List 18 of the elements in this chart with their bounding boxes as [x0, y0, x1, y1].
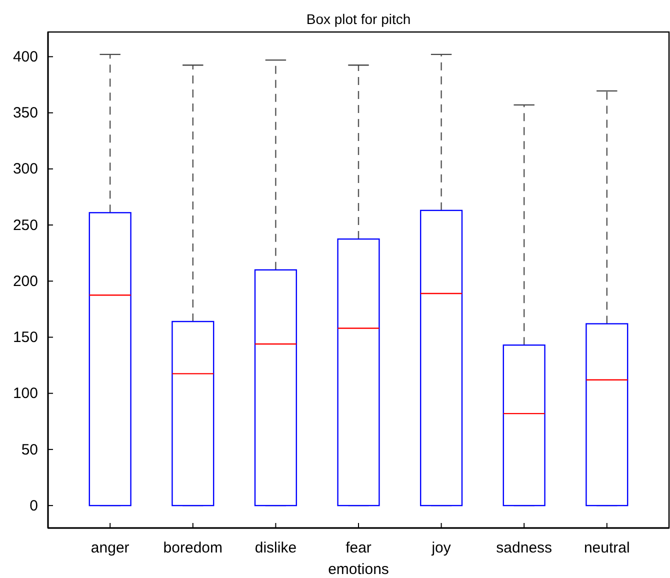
- x-tick-label: joy: [430, 540, 452, 557]
- y-tick-label: 400: [12, 48, 38, 66]
- y-tick-label: 0: [30, 497, 38, 514]
- y-tick-label: 300: [12, 160, 38, 178]
- y-tick-label: 250: [12, 216, 38, 234]
- y-tick-label: 200: [12, 272, 38, 290]
- x-tick-label: sadness: [496, 540, 552, 557]
- y-tick-label: 50: [21, 441, 38, 458]
- x-tick-label: boredom: [163, 540, 222, 557]
- x-tick-label: anger: [90, 540, 130, 557]
- x-axis-title: emotions: [328, 561, 389, 578]
- y-tick-label: 150: [12, 329, 38, 346]
- y-tick-label: 350: [12, 104, 38, 122]
- x-tick-label: neutral: [584, 540, 630, 557]
- y-tick-label: 100: [12, 385, 38, 402]
- x-tick-label: dislike: [254, 540, 297, 557]
- x-tick-label: fear: [346, 540, 372, 557]
- chart-title: Box plot for pitch: [306, 11, 411, 27]
